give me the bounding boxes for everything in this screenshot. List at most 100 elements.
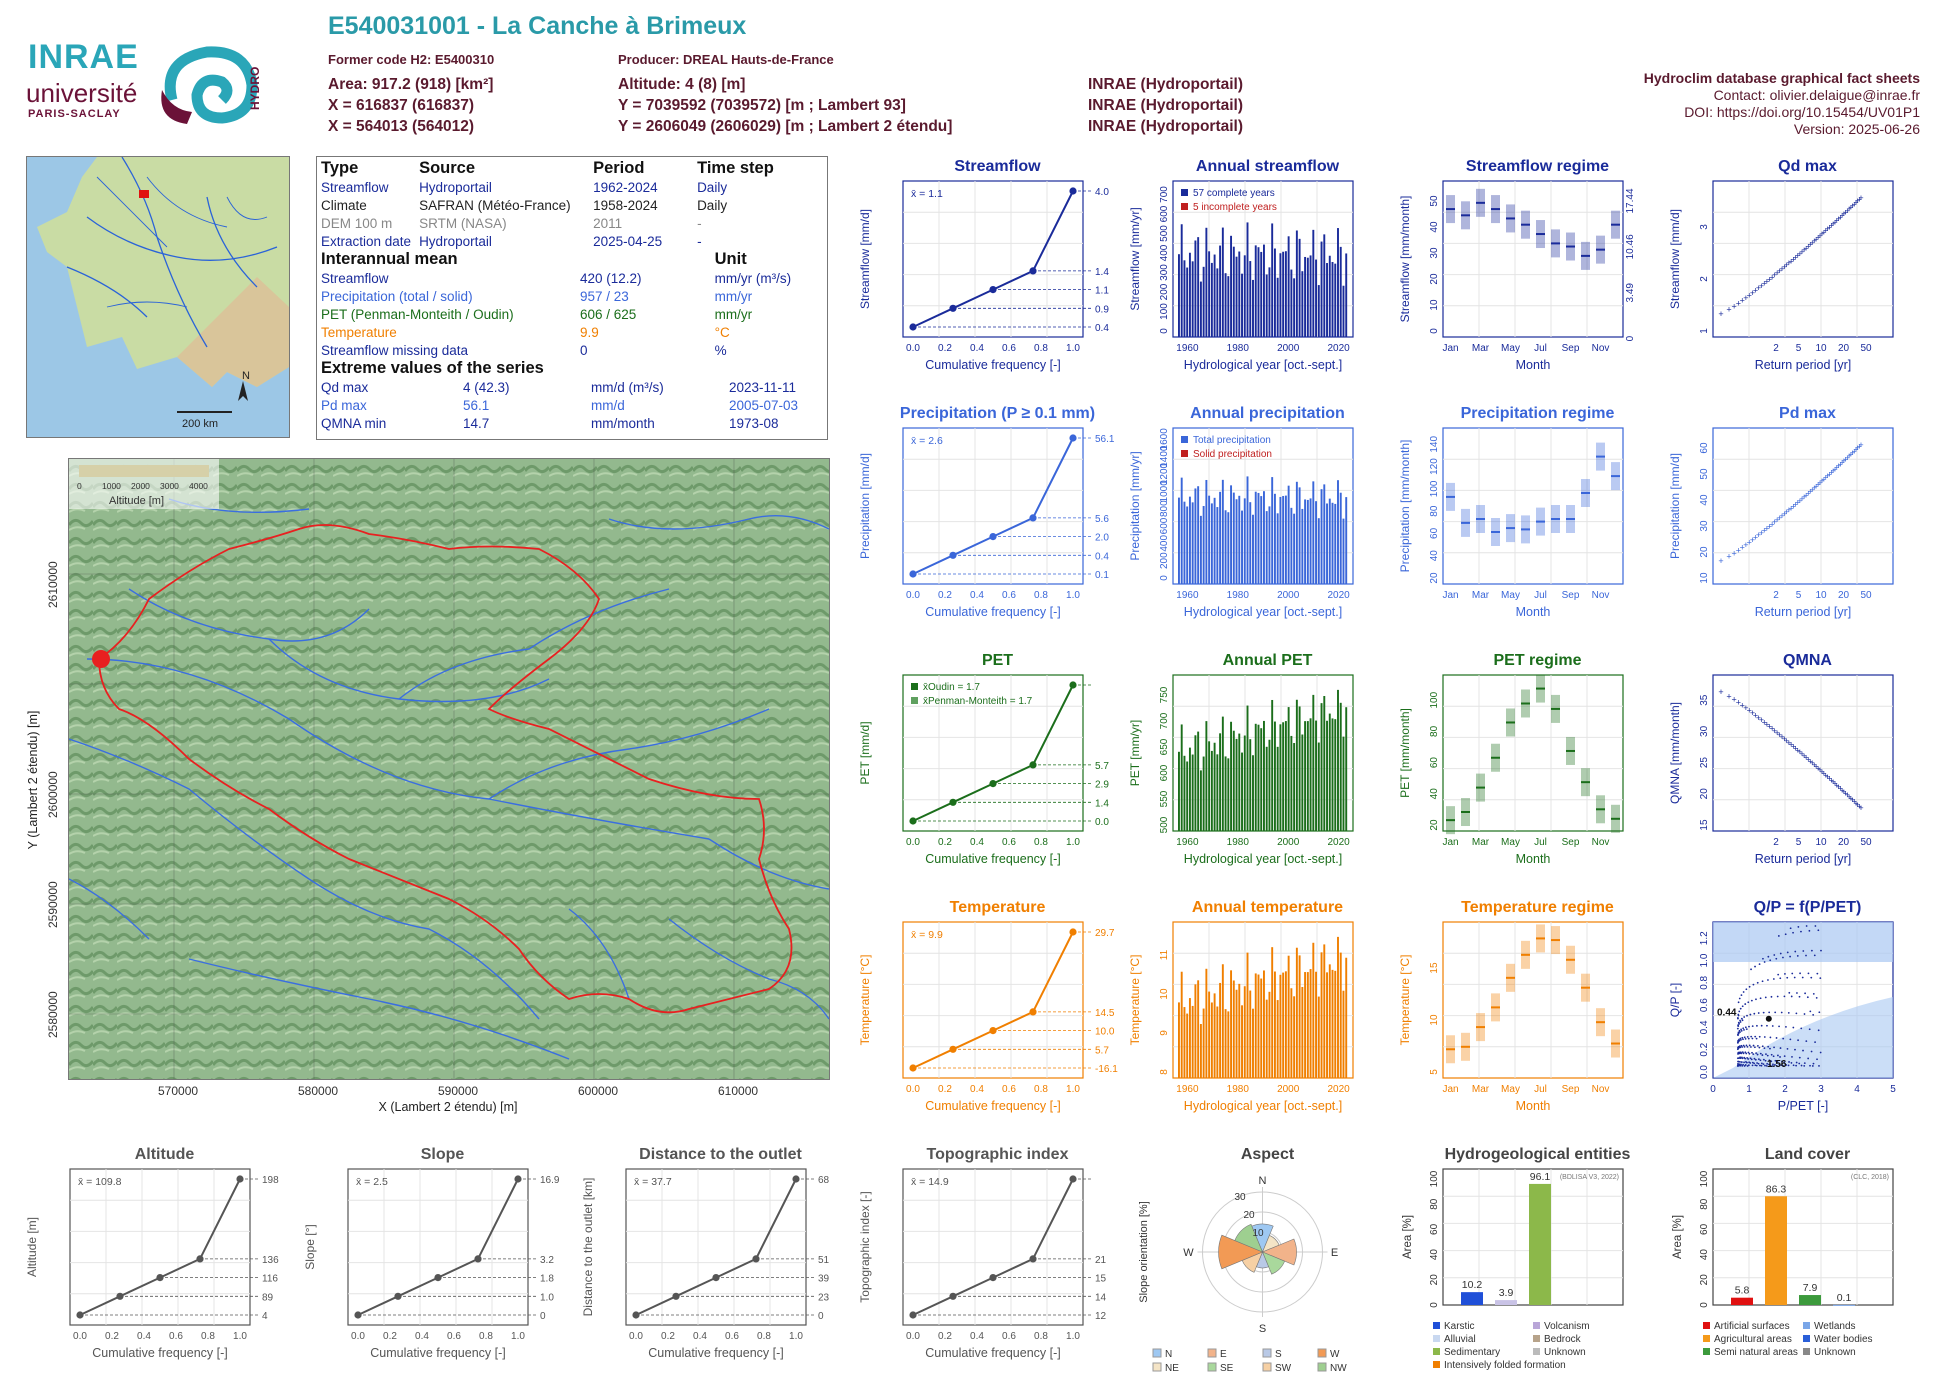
right-tick-label: 29.7 [1095, 928, 1115, 939]
year-bar [1178, 751, 1180, 831]
year-bar [1202, 506, 1205, 584]
year-bar [1243, 255, 1246, 337]
year-bar [1186, 267, 1189, 337]
chart-title: Streamflow regime [1466, 158, 1609, 175]
year-bar [1260, 978, 1263, 1078]
qp-point [1756, 1044, 1759, 1047]
qp-point [1755, 1064, 1758, 1067]
qp-point [1747, 1001, 1750, 1004]
y-tick-label: 50 [1699, 468, 1710, 480]
qp-point [1808, 1028, 1811, 1031]
x-tick-label: 2020 [1327, 343, 1350, 354]
svg-text:0: 0 [77, 481, 82, 491]
qp-point [1753, 1057, 1756, 1060]
qp-point [1773, 1046, 1775, 1049]
x-tick-label: 10 [1815, 590, 1827, 601]
y-tick-label: 100 [1429, 480, 1440, 497]
plot-frame [1712, 427, 1894, 585]
x-tick-label: 1.0 [1066, 590, 1080, 601]
qp-point [1817, 929, 1820, 932]
qp-point [1796, 955, 1799, 957]
right-tick-label: 56.1 [1095, 434, 1115, 445]
rp-point: + [1753, 533, 1758, 543]
x-tick-label: 0.0 [906, 1084, 920, 1095]
qp-point [1737, 1013, 1740, 1016]
x-tick-label: Mar [1472, 1084, 1490, 1095]
rp-point: + [1816, 480, 1821, 490]
x-tick-label: 0.8 [1034, 590, 1048, 601]
rp-point: + [1853, 198, 1858, 208]
year-bar [1235, 256, 1238, 337]
qp-point [1751, 1037, 1754, 1040]
year-bar [1216, 268, 1219, 337]
y-tick-label: 40 [1429, 550, 1440, 562]
x-tick-label: 1960 [1176, 837, 1199, 848]
rp-point: + [1853, 798, 1858, 808]
y-tick-label: 300 [1159, 264, 1170, 281]
right-tick-label: 3.2 [540, 1255, 554, 1266]
right-tick-label: 15 [1095, 1274, 1107, 1285]
rp-point: + [1789, 740, 1794, 750]
rp-point: + [1821, 227, 1826, 237]
year-bar [1342, 518, 1345, 584]
qp-point [1756, 981, 1759, 984]
qp-point [1755, 1052, 1758, 1055]
qp-point [1756, 1062, 1758, 1064]
qp-point [1762, 1058, 1765, 1061]
chart-title: Annual streamflow [1196, 158, 1340, 175]
rp-point: + [1747, 290, 1752, 300]
qp-point [1780, 1064, 1783, 1067]
year-bar [1323, 234, 1326, 337]
legend-entry: W [1330, 1349, 1340, 1360]
year-bar [1282, 722, 1285, 831]
y-tick-label: 20 [1429, 572, 1440, 584]
qp-point [1800, 1027, 1803, 1030]
year-bar [1210, 750, 1213, 831]
rp-point: + [1767, 521, 1772, 531]
x-tick-label: 0.0 [73, 1331, 87, 1342]
year-bar [1298, 487, 1301, 584]
x-tick-label: Nov [1592, 343, 1610, 354]
year-bar [1323, 696, 1326, 831]
x-tick-label: 1.0 [1066, 1084, 1080, 1095]
chart-altitude: Altitude 4 89 116 136 198 0.0 0.2 0.4 0.6 0.8 1.0 x̄… [22, 1143, 287, 1383]
qp-point [1806, 996, 1809, 999]
qp-point [1743, 1045, 1746, 1048]
x-tick-label: 20 [1838, 590, 1850, 601]
chart-title: QMNA [1783, 652, 1832, 669]
rp-point: + [1726, 305, 1731, 315]
qp-point [1789, 927, 1792, 930]
rp-point: + [1793, 253, 1798, 263]
y-tick-label: 11 [1159, 949, 1170, 960]
rp-point: + [1740, 543, 1745, 553]
y-tick-label: 9 [1159, 1030, 1170, 1036]
qp-point [1736, 1048, 1739, 1051]
x-tick-label: Jan [1442, 1084, 1458, 1095]
year-bar [1232, 730, 1235, 831]
year-bar [1254, 491, 1257, 584]
qp-point [1816, 972, 1819, 975]
chart-aspect: Aspect N E S W 10 20 30 Slope orientation [%] N E S… [1125, 1143, 1390, 1383]
qp-point [1759, 1059, 1762, 1062]
x-tick-label: 2 [1773, 590, 1779, 601]
qp-point [1737, 1039, 1740, 1042]
qp-point [1756, 1053, 1759, 1056]
year-bar [1252, 755, 1254, 831]
x-tick-label: May [1501, 1084, 1520, 1095]
category-bar [1731, 1297, 1753, 1305]
data-sources: INRAE (Hydroportail) INRAE (Hydroportail)… [1088, 76, 1243, 135]
qp-point [1805, 925, 1808, 927]
year-bar [1309, 498, 1312, 584]
year-bar [1224, 510, 1227, 584]
qp-point [1816, 1058, 1818, 1061]
rp-point: + [1858, 440, 1863, 450]
rp-point: + [1791, 501, 1796, 511]
bar-value-label: 5.8 [1735, 1285, 1750, 1297]
x-tick-label: Sep [1562, 837, 1580, 848]
qp-point [1758, 963, 1761, 966]
qp-point [1746, 1057, 1749, 1059]
legend-entry: Water bodies [1814, 1334, 1873, 1345]
qp-point [1803, 1062, 1806, 1065]
year-bar [1315, 971, 1318, 1078]
y-tick-label: 0.0 [1699, 1065, 1710, 1079]
